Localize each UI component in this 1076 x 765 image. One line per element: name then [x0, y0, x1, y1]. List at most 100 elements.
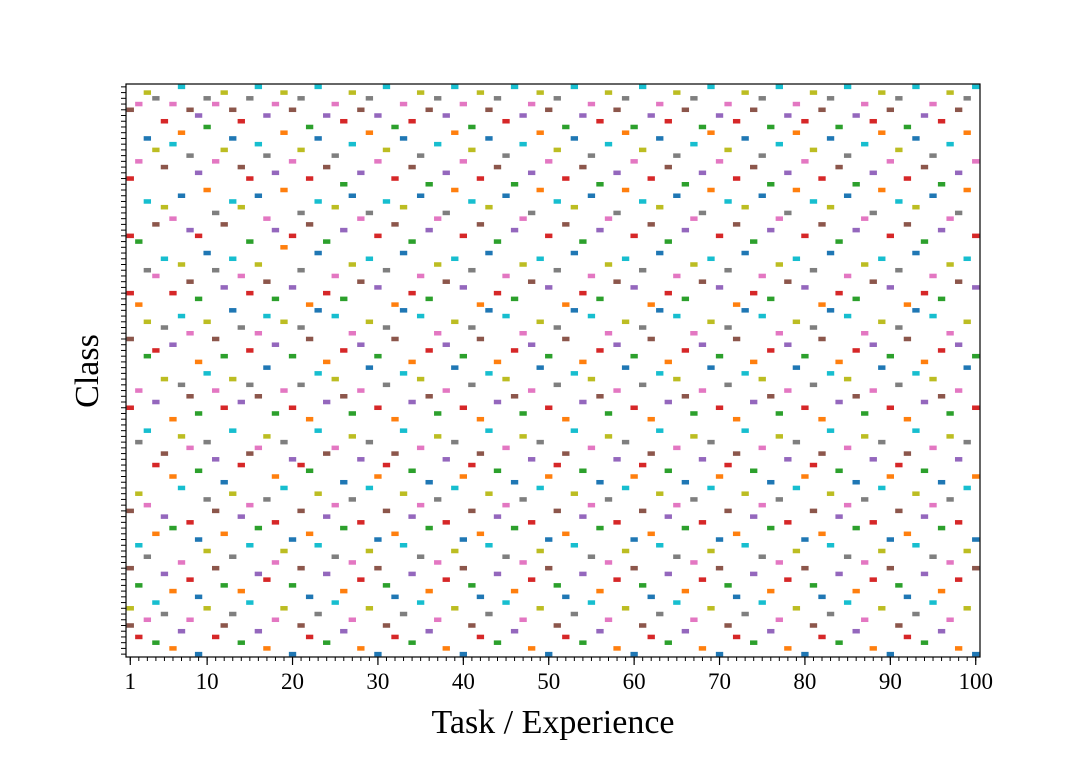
cell [698, 210, 707, 216]
cell [476, 531, 485, 537]
cell [784, 210, 792, 216]
cell [510, 394, 519, 399]
cell [775, 141, 783, 147]
cell [485, 204, 493, 210]
cell [878, 187, 886, 193]
cell [647, 176, 655, 181]
cell [912, 204, 920, 210]
cell [843, 600, 852, 605]
cell [562, 451, 570, 456]
cell [954, 210, 963, 216]
cell [920, 113, 929, 118]
cell [621, 256, 630, 262]
cell [570, 611, 579, 617]
cell [468, 147, 476, 153]
cell [323, 164, 331, 170]
cell [630, 353, 638, 359]
cell [724, 583, 732, 588]
cell [732, 531, 741, 537]
cell [630, 233, 638, 239]
cell [801, 405, 809, 411]
cell [527, 457, 536, 462]
cell [493, 514, 502, 519]
cell [271, 227, 280, 233]
cell [826, 491, 835, 496]
cell [937, 182, 946, 187]
cell [519, 617, 527, 623]
cell [391, 531, 399, 537]
cell [229, 428, 237, 433]
cell [835, 571, 843, 577]
cell [621, 548, 630, 554]
cell [852, 113, 860, 118]
cell [545, 353, 553, 359]
cell [621, 365, 630, 370]
cell [246, 290, 254, 296]
cell [434, 141, 442, 147]
cell [254, 262, 263, 267]
cell [886, 565, 894, 571]
cell [741, 371, 749, 376]
cell [596, 296, 604, 302]
cell [818, 302, 826, 307]
cell [750, 468, 758, 474]
cell [613, 107, 621, 113]
cell [886, 651, 894, 657]
cell [434, 617, 442, 623]
cell [946, 141, 954, 147]
cell [903, 222, 912, 227]
cell [194, 411, 203, 416]
cell [681, 182, 690, 187]
cell [852, 348, 860, 353]
cell [843, 273, 852, 279]
cell [399, 204, 408, 210]
cell [707, 485, 715, 491]
cell [843, 193, 852, 198]
cell [254, 445, 263, 451]
cell [732, 451, 741, 456]
cell [673, 153, 681, 158]
cell [553, 583, 561, 588]
cell [434, 330, 442, 336]
cell [254, 141, 263, 147]
cell [707, 256, 715, 262]
cell [374, 353, 382, 359]
cell [331, 445, 339, 451]
cell [818, 531, 826, 537]
cell [323, 571, 331, 577]
cell [237, 118, 245, 124]
cell [664, 640, 672, 645]
cell [801, 159, 809, 164]
cell [425, 227, 433, 233]
cell [340, 588, 348, 594]
cell [220, 583, 228, 588]
cell [485, 107, 493, 113]
cell [314, 199, 322, 204]
cell [135, 388, 143, 393]
cell [519, 262, 527, 267]
cell [604, 141, 613, 147]
cell [895, 382, 903, 388]
cell [186, 394, 194, 399]
cell [732, 222, 741, 227]
cell [613, 342, 621, 347]
cell [468, 382, 476, 388]
cell [639, 325, 647, 330]
cell [348, 193, 356, 198]
cell [527, 342, 536, 347]
cell [408, 239, 416, 244]
cell [878, 485, 886, 491]
cell [203, 497, 211, 502]
cell [186, 107, 194, 113]
cell [348, 330, 356, 336]
cell [741, 491, 749, 496]
cell [357, 577, 365, 582]
cell [331, 204, 339, 210]
cell [861, 560, 869, 565]
cell [169, 474, 177, 479]
cell [920, 514, 929, 519]
cell [194, 233, 203, 239]
cell [237, 325, 245, 330]
cell [630, 124, 638, 130]
cell [186, 227, 194, 233]
